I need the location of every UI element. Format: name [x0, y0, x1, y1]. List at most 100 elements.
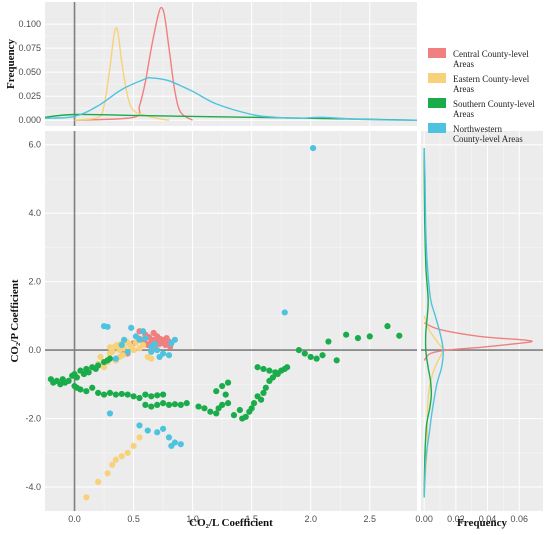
scatter-point	[77, 386, 84, 393]
x-tick-label: 2.5	[364, 514, 377, 524]
scatter-point	[224, 400, 232, 407]
scatter-point	[165, 401, 173, 408]
x-tick-label: 1.0	[186, 514, 199, 524]
top-density-curve	[44, 76, 418, 121]
tick-labels: 0.0 0.5 1.0 1.5 2.0 2.5 -4.0 -2.0 0.0 2.0 4.0 6.0 0.…	[18, 19, 528, 524]
scatter-point	[269, 374, 277, 381]
scatter-point	[112, 355, 119, 362]
scatter-point	[106, 344, 114, 351]
scatter-point	[142, 335, 149, 342]
scatter-point	[144, 427, 151, 434]
scatter-point	[168, 442, 175, 450]
right-density-curve	[423, 148, 444, 498]
scatter-point	[262, 384, 269, 391]
x-tick-label: 0.0	[68, 514, 81, 524]
legend-label: Central County-level Areas	[453, 49, 529, 69]
top-density-curves	[44, 6, 418, 121]
scatter-point	[130, 393, 137, 400]
scatter-point	[219, 401, 226, 408]
scatter-point	[183, 400, 190, 407]
y-tick-label: 2.0	[28, 277, 41, 287]
scatter-point	[106, 410, 114, 417]
scatter-point	[154, 401, 161, 408]
scatter-point	[307, 353, 314, 361]
scatter-point	[104, 323, 111, 330]
legend-label: Eastern County-level Areas	[453, 74, 530, 94]
legend-label: Northwestern County-level Areas	[453, 124, 523, 144]
scatter-point	[154, 392, 161, 399]
scatter-point	[159, 425, 167, 432]
y-tick-label: 4.0	[28, 208, 41, 218]
scatter-point	[242, 413, 249, 420]
scatter-point	[97, 353, 104, 361]
scatter-point	[136, 434, 143, 441]
scatter-point	[119, 352, 127, 359]
scatter-point	[222, 391, 229, 398]
scatter-point	[124, 348, 131, 355]
scatter-point	[95, 478, 102, 486]
scatter-point	[159, 400, 167, 407]
x-tick-label: 1.5	[245, 514, 258, 524]
scatter-point	[159, 391, 167, 398]
scatter-point	[325, 338, 332, 345]
scatter-point	[213, 410, 220, 417]
scatter-point	[396, 332, 403, 339]
scatter-point	[250, 400, 258, 407]
scatter-point	[124, 391, 131, 398]
scatter-point	[118, 390, 125, 398]
grid-lines	[45, 2, 543, 511]
scatter-point	[80, 370, 88, 378]
scatter-point	[266, 367, 273, 374]
scatter-point	[165, 434, 173, 441]
x-axis-title: CO₂/L Coefficient	[189, 517, 273, 529]
right-density-curve	[423, 322, 533, 361]
scatter-point	[118, 341, 125, 349]
scatter-point	[73, 374, 80, 381]
scatter-point	[354, 335, 362, 342]
scatter-point	[283, 364, 291, 371]
scatter-point	[136, 394, 143, 402]
scatter-point	[313, 355, 320, 362]
scatter-point	[248, 405, 255, 412]
scatter-point	[136, 422, 143, 429]
scatter-point	[224, 379, 232, 386]
top-marginal-y-title: Frequency	[5, 39, 17, 89]
scatter-point	[121, 336, 128, 343]
scatter-point	[195, 403, 202, 410]
scatter-point	[201, 405, 208, 412]
scatter-point	[85, 369, 92, 376]
scatter-point	[171, 401, 179, 408]
top-tick-label: 0.000	[18, 115, 41, 125]
scatter-point	[95, 389, 102, 396]
scatter-point	[171, 336, 179, 343]
scatter-point	[213, 388, 220, 395]
scatter-point	[130, 346, 137, 354]
scatter-point	[258, 396, 265, 403]
scatter-points	[47, 145, 403, 501]
right-tick-label: 0.00	[415, 514, 433, 524]
scatter-point	[295, 346, 303, 354]
legend: Central County-level Areas Eastern County-…	[428, 48, 535, 144]
scatter-point	[156, 353, 163, 361]
top-marginal-panel	[45, 2, 417, 126]
scatter-point	[83, 494, 90, 501]
scatter-point	[154, 429, 161, 436]
y-tick-label: -2.0	[25, 414, 41, 424]
right-marginal-panel	[421, 131, 543, 511]
top-tick-label: 0.075	[18, 43, 41, 53]
scatter-point	[165, 352, 173, 359]
scatter-point	[104, 470, 111, 477]
scatter-point	[384, 323, 391, 330]
scatter-point	[309, 145, 317, 152]
scatter-point	[236, 406, 243, 414]
scatter-point	[207, 408, 214, 415]
legend-swatch	[428, 98, 446, 108]
top-tick-label: 0.100	[18, 19, 41, 29]
scatter-point	[260, 389, 267, 396]
legend-swatch	[428, 48, 446, 58]
y-tick-label: 0.0	[28, 345, 41, 355]
scatter-point	[272, 369, 279, 376]
scatter-point	[100, 391, 108, 398]
